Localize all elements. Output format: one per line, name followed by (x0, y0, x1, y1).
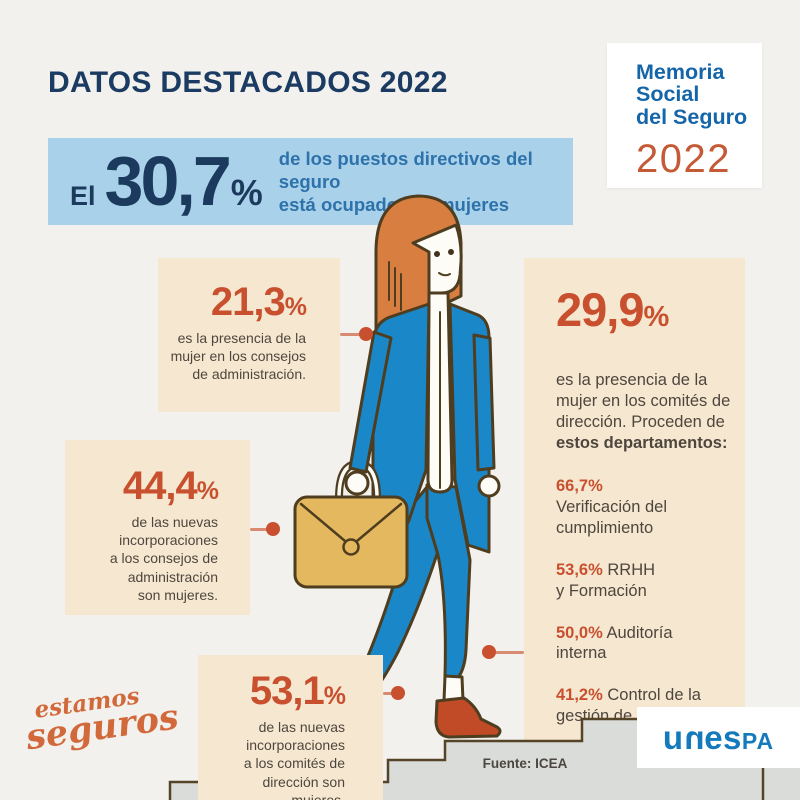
stat-value: 53,1% (249, 669, 346, 713)
memoria-card: Memoria Social del Seguro 2022 (607, 43, 762, 188)
briefcase-flap (299, 502, 403, 545)
briefcase (293, 460, 409, 589)
connector-line (340, 332, 366, 336)
page-title: DATOS DESTACADOS 2022 (48, 66, 448, 99)
stat-description: es la presencia de la mujer en los conse… (170, 330, 306, 383)
estamos-seguros-logo: estamos seguros (19, 679, 181, 758)
stat-panel-comites-direccion: 29,9% es la presencia de la mujer en los… (524, 258, 745, 767)
woman-neck-shirt (426, 291, 454, 494)
stat-value: 29,9% (556, 283, 669, 336)
source-note: Fuente: ICEA (482, 756, 568, 771)
briefcase-handle (335, 460, 381, 502)
connector-dot (391, 686, 405, 700)
headline-number: El 30,7 % (70, 141, 263, 220)
woman-front-ankle (442, 674, 465, 703)
woman-front-shoe (434, 696, 502, 739)
connector-line (250, 527, 273, 531)
memoria-year: 2022 (636, 137, 731, 182)
connector-dot (482, 645, 496, 659)
headline-description: de los puestos directivos del seguro est… (278, 147, 533, 216)
connector-dot (359, 327, 373, 341)
memoria-title: Memoria Social del Seguro (636, 60, 748, 129)
department-item: 50,0% Auditoría interna (556, 623, 673, 663)
stat-box-consejos-presencia: 21,3% es la presencia de la mujer en los… (158, 258, 340, 412)
headline-banner: El 30,7 % de los puestos directivos del … (48, 138, 573, 225)
connector-dot (266, 522, 280, 536)
stat-value: 44,4% (122, 464, 219, 508)
briefcase-clasp (342, 538, 360, 556)
woman-eyes (434, 249, 454, 257)
woman-front-leg (425, 483, 472, 680)
woman-jacket-left (371, 302, 431, 558)
connector-line (489, 650, 524, 654)
headline-prefix: El (70, 180, 96, 211)
stat-box-nuevas-comites: 53,1% de las nuevas incorporaciones a lo… (198, 655, 383, 800)
woman-right-arm (472, 333, 496, 472)
headline-value: 30,7 (104, 141, 232, 220)
stat-description: de las nuevas incorporaciones a los cons… (109, 514, 218, 603)
connector-line (383, 691, 398, 695)
woman-right-hand (477, 474, 501, 498)
woman-jacket-right (448, 302, 491, 554)
headline-percent-sign: % (230, 171, 263, 213)
unespa-logo: unesPA (662, 719, 775, 756)
woman-hair (374, 194, 463, 549)
department-item: 53,6% RRHH y Formación (556, 560, 656, 600)
department-item: 66,7% Verificación del cumplimiento (556, 476, 667, 537)
hair-strands (388, 261, 402, 311)
stat-value: 21,3% (210, 280, 307, 324)
woman-left-hand (344, 470, 370, 496)
woman-face (411, 223, 463, 295)
stat-description: de las nuevas incorporaciones a los comi… (243, 719, 345, 800)
woman-left-arm (348, 330, 393, 474)
briefcase-body (293, 495, 409, 589)
unespa-logo-card: unesPA (637, 707, 800, 768)
woman-mouth (438, 272, 451, 277)
stat-box-nuevas-consejos: 44,4% de las nuevas incorporaciones a lo… (65, 440, 250, 615)
stat-description: es la presencia de la mujer en los comit… (556, 370, 731, 452)
departments-emphasis: estos departamentos: (556, 433, 728, 452)
